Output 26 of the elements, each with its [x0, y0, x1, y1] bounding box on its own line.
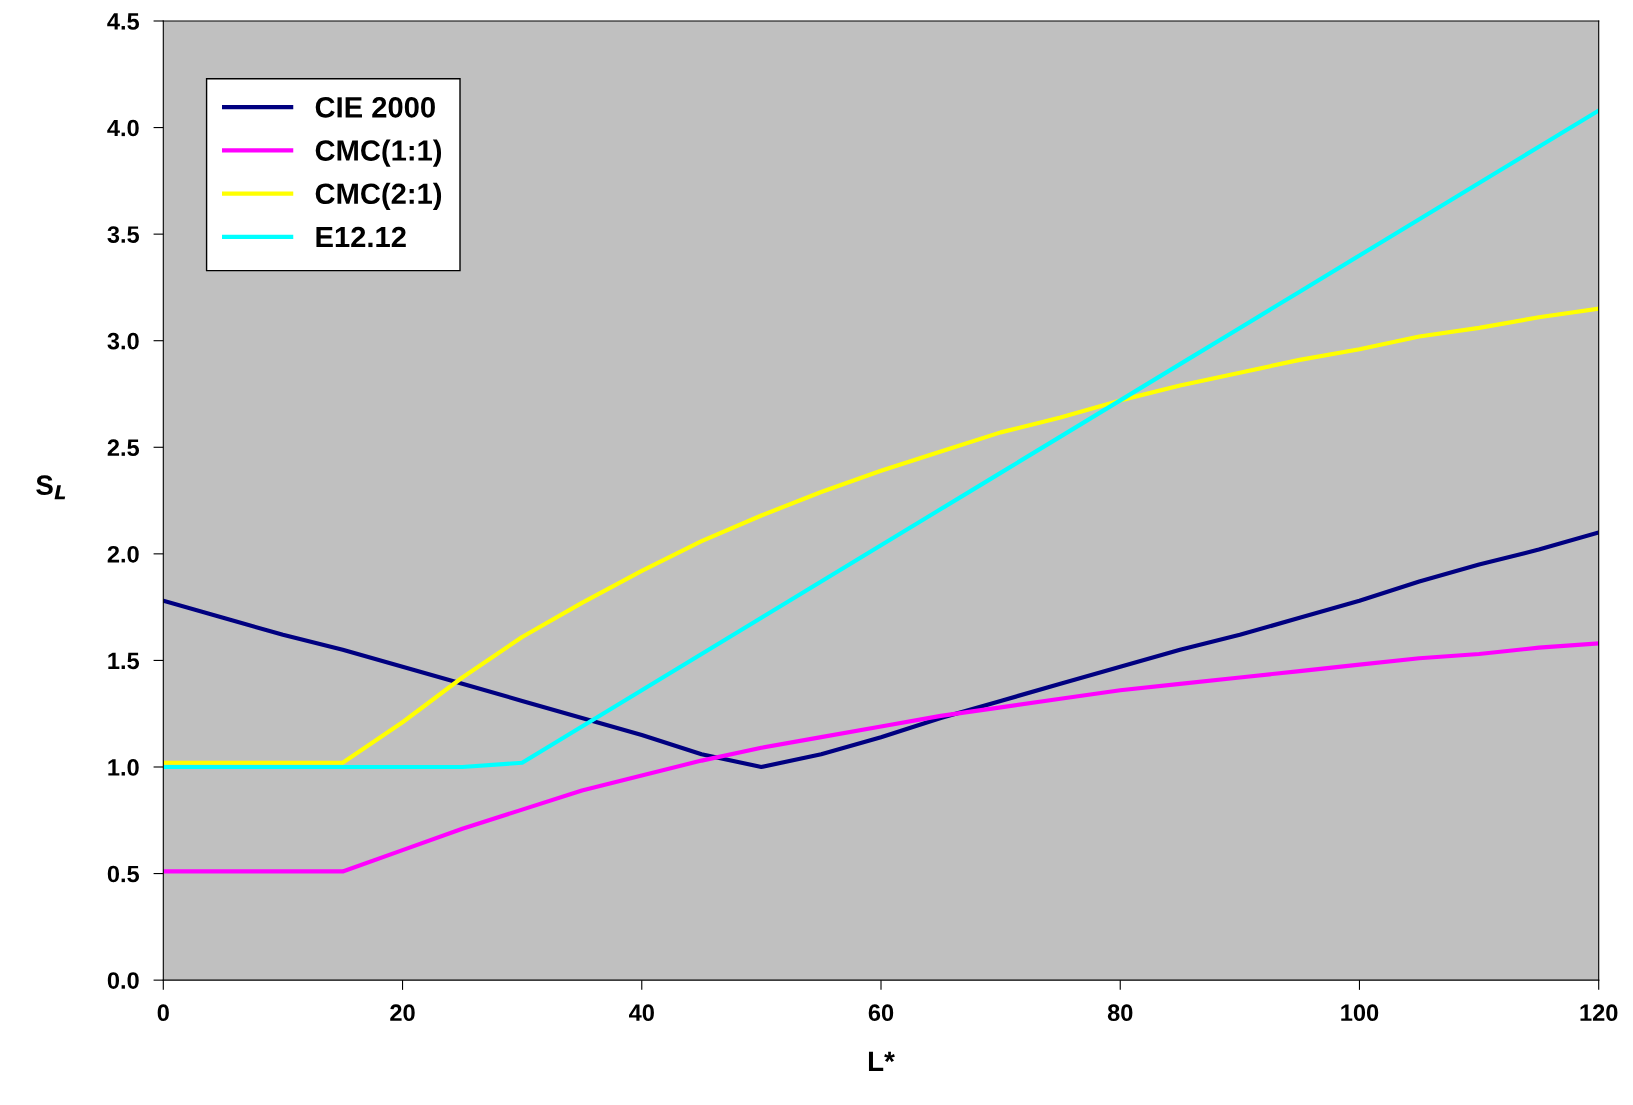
line-series [163, 641, 1599, 874]
legend-label: CMC(1:1) [315, 139, 442, 167]
x-tick-label: 60 [868, 1004, 894, 1022]
line-series [163, 306, 1599, 765]
y-tick-label: 1.0 [108, 759, 139, 776]
x-tick-label: 80 [1107, 1004, 1133, 1022]
y-tick-label: 4.0 [107, 119, 139, 137]
legend-label: CIE 2000 [315, 97, 435, 118]
x-tick-label: 0 [157, 1004, 169, 1022]
y-tick-label: 0.5 [107, 865, 140, 883]
legend-label: E12.12 [316, 226, 406, 248]
x-tick-label: 120 [1580, 1004, 1618, 1022]
y-tick-label: 2.0 [107, 545, 139, 563]
legend-label: CMC(2:1) [315, 182, 442, 210]
y-tick-label: 1.5 [108, 652, 140, 670]
x-axis-title: L* [868, 1051, 895, 1071]
y-axis-title: S$_{L}$ [36, 475, 66, 500]
line-series [163, 530, 1599, 770]
y-tick-label: 4.5 [107, 13, 140, 30]
y-tick-label: 2.5 [107, 439, 140, 457]
x-tick-label: 20 [390, 1004, 415, 1022]
x-tick-label: 100 [1341, 1004, 1379, 1022]
x-tick-label: 40 [629, 1004, 654, 1022]
y-tick-label: 3.5 [107, 226, 140, 243]
y-tick-label: 3.0 [107, 332, 139, 350]
y-tick-label: 0.0 [107, 972, 139, 989]
